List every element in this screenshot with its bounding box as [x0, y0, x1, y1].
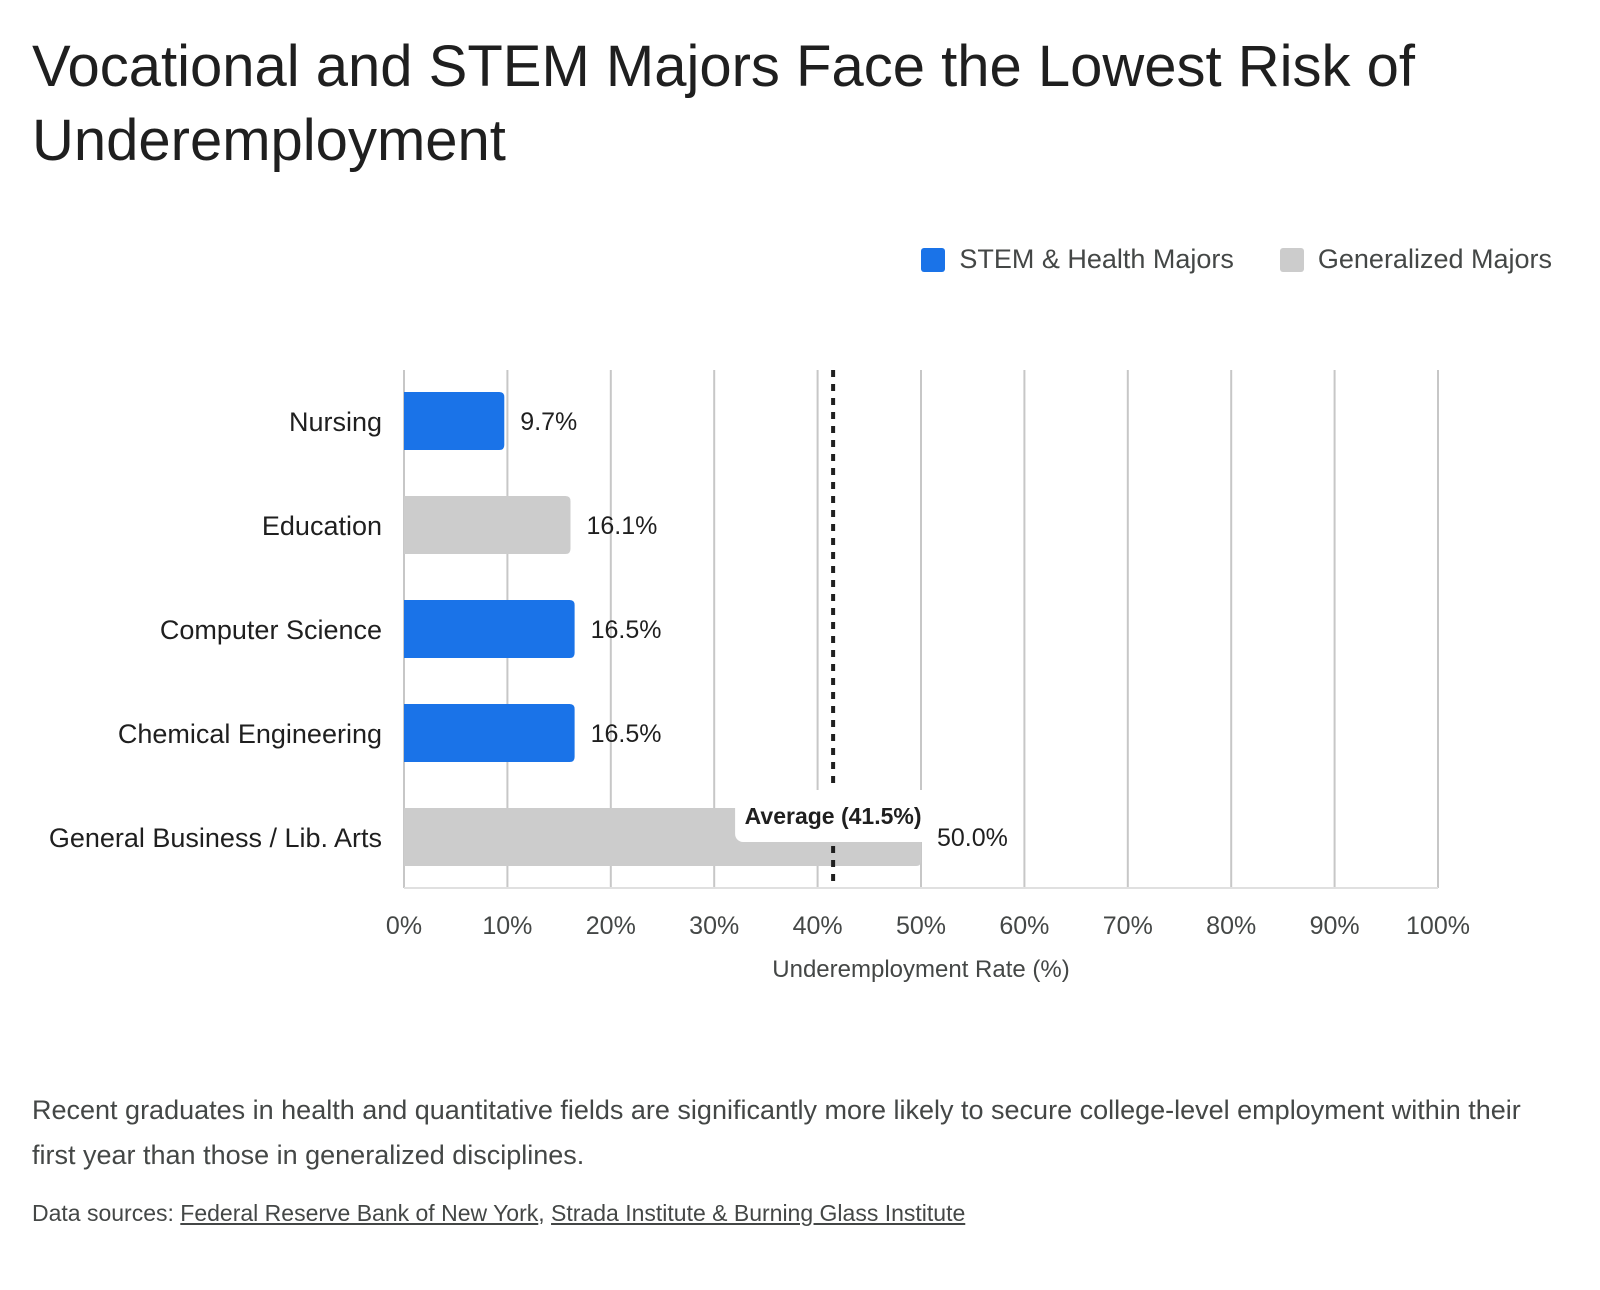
x-tick-label: 80%	[1206, 912, 1256, 940]
bar	[404, 600, 575, 658]
category-label: Chemical Engineering	[118, 719, 382, 749]
sources-separator: ,	[538, 1200, 552, 1226]
x-tick-label: 60%	[999, 912, 1049, 940]
category-label: Nursing	[289, 407, 382, 437]
average-label: Average (41.5%)	[745, 803, 922, 829]
bar	[404, 496, 571, 554]
data-label: 16.1%	[586, 512, 657, 540]
bar	[404, 704, 575, 762]
average-line-group: Average (41.5%)	[735, 370, 932, 888]
x-tick-label: 90%	[1310, 912, 1360, 940]
x-tick-label: 10%	[482, 912, 532, 940]
bars: Nursing 9.7% Education 16.1% Computer Scienc…	[49, 392, 1008, 866]
bar	[404, 392, 505, 450]
average-label-box	[735, 790, 932, 842]
legend-item-generalized[interactable]: Generalized Majors	[1279, 244, 1552, 275]
x-tick-label: 70%	[1103, 912, 1153, 940]
data-label: 16.5%	[591, 720, 662, 748]
category-label: General Business / Lib. Arts	[49, 823, 382, 853]
category-label: Education	[262, 511, 382, 541]
legend-swatch-stem-health	[921, 247, 946, 272]
legend-label-stem-health: STEM & Health Majors	[959, 244, 1234, 274]
legend-label-generalized: Generalized Majors	[1317, 244, 1552, 274]
page-title: Vocational and STEM Majors Face the Lowe…	[32, 34, 1415, 173]
gridlines	[403, 370, 1439, 889]
bar-chart: Nursing 9.7% Education 16.1% Computer Scienc…	[49, 370, 1470, 983]
x-axis-title: Underemployment Rate (%)	[772, 956, 1069, 983]
data-label: 16.5%	[591, 616, 662, 644]
x-tick-label: 20%	[586, 912, 636, 940]
x-tick-label: 30%	[689, 912, 739, 940]
chart-legend: STEM & Health Majors Generalized Majors	[921, 244, 1552, 275]
x-tick-label: 100%	[1406, 912, 1470, 940]
legend-item-stem-health[interactable]: STEM & Health Majors	[921, 244, 1234, 275]
legend-swatch-generalized	[1279, 247, 1304, 272]
x-tick-label: 40%	[793, 912, 843, 940]
data-sources: Data sources: Federal Reserve Bank of Ne…	[32, 1200, 965, 1227]
data-label: 50.0%	[937, 824, 1008, 852]
sources-prefix: Data sources:	[32, 1200, 181, 1226]
x-tick-label: 0%	[386, 912, 422, 940]
category-label: Computer Science	[160, 615, 382, 645]
x-tick-label: 50%	[896, 912, 946, 940]
data-label: 9.7%	[520, 408, 577, 436]
source-link-strada-burning-glass[interactable]: Strada Institute & Burning Glass Institu…	[551, 1200, 966, 1226]
source-link-federal-reserve[interactable]: Federal Reserve Bank of New York	[180, 1200, 539, 1226]
chart-description: Recent graduates in health and quantitat…	[32, 1095, 1521, 1170]
x-axis: 0% 10% 20% 30% 40% 50% 60% 70% 80% 90% 100% Underem…	[386, 912, 1470, 983]
